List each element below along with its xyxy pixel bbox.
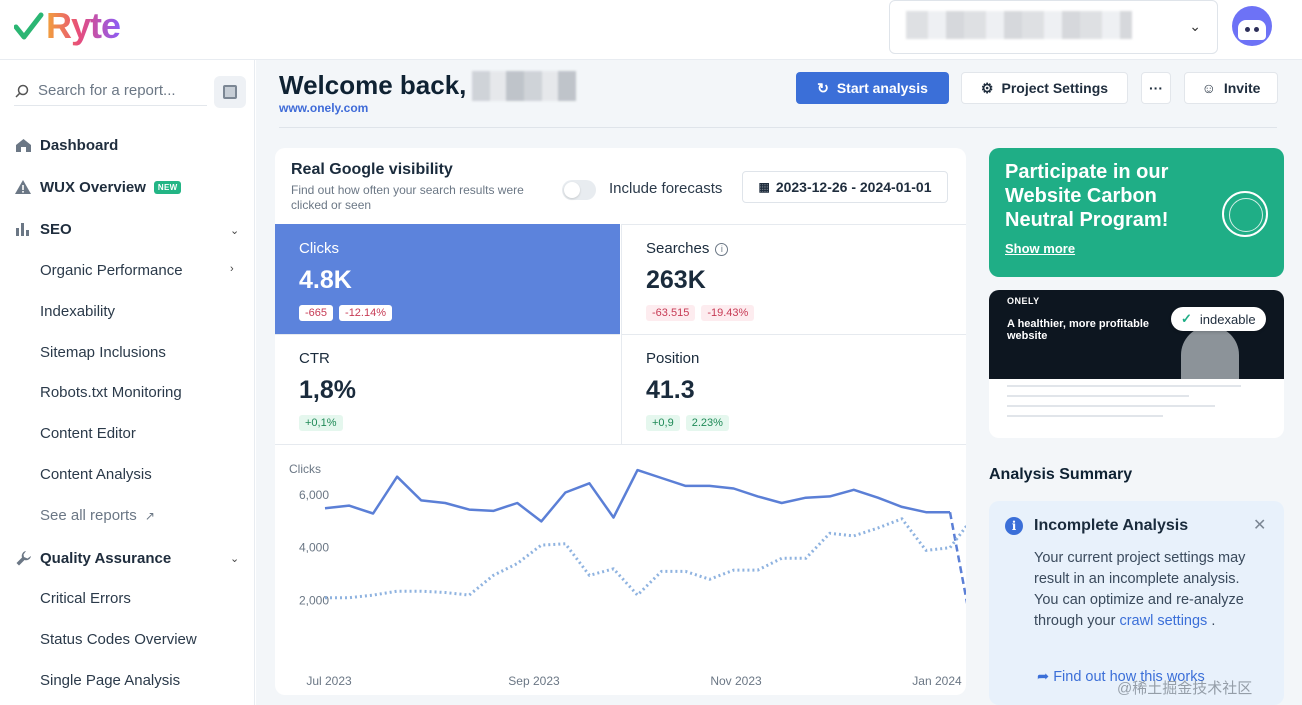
x-tick-label: Sep 2023: [508, 674, 560, 688]
watermark: @稀土掘金技术社区: [1117, 680, 1253, 697]
carbon-neutral-seal-icon: [1222, 191, 1268, 237]
clicks-line-chart: Clicks 6,000 4,000 2,000 Jul 2023 Sep 2023 Nov…: [289, 462, 966, 688]
x-tick-label: Jul 2023: [306, 674, 352, 688]
ryte-logo[interactable]: Ryte: [14, 5, 121, 46]
sidebar-item-quality-assurance[interactable]: Quality Assurance: [14, 549, 171, 567]
sidebar-item-single-page-analysis[interactable]: Single Page Analysis: [40, 672, 181, 689]
more-options-button[interactable]: ···: [1141, 72, 1171, 104]
info-icon: i: [715, 243, 729, 256]
series-line-solid: [324, 468, 950, 523]
logo-text: Ryte: [46, 5, 121, 46]
card-title: Real Google visibility: [291, 161, 453, 178]
chevron-down-icon[interactable]: ⌄: [230, 225, 240, 237]
show-more-link[interactable]: Show more: [1005, 241, 1076, 256]
y-axis-label: Clicks: [289, 462, 321, 476]
indexable-badge: ✓ indexable: [1171, 307, 1266, 331]
promo-title: Participate in our Website Carbon Neutra…: [1005, 161, 1169, 231]
user-name-redacted: [472, 70, 577, 101]
gear-icon: ⚙: [980, 79, 994, 96]
delta-badge: -63.515: [646, 305, 696, 321]
top-bar: Ryte ⌄: [0, 0, 1302, 60]
calendar-icon: ▦: [758, 180, 770, 194]
carbon-neutral-promo: Participate in our Website Carbon Neutra…: [989, 148, 1284, 277]
incomplete-analysis-alert: i Incomplete Analysis ✕ Your current pro…: [989, 501, 1284, 705]
user-avatar[interactable]: [1232, 6, 1272, 46]
delta-badge: +0,9: [646, 415, 680, 431]
wrench-icon: [14, 549, 32, 567]
date-range-picker[interactable]: ▦ 2023-12-26 - 2024-01-01: [742, 171, 948, 203]
project-name-redacted: [906, 11, 1132, 39]
sidebar-item-indexability[interactable]: Indexability: [40, 303, 116, 320]
delta-badge: +0,1%: [299, 415, 343, 431]
google-visibility-card: Real Google visibility Find out how ofte…: [275, 148, 966, 695]
sidebar-item-sitemap-inclusions[interactable]: Sitemap Inclusions: [40, 344, 166, 361]
delta-badge: -19.43%: [701, 305, 755, 321]
sidebar-item-wux-overview[interactable]: WUX Overview NEW: [14, 178, 182, 196]
forecast-toggle[interactable]: [562, 180, 596, 200]
home-icon: [14, 136, 32, 154]
x-tick-label: Nov 2023: [710, 674, 762, 688]
sidebar-item-content-editor[interactable]: Content Editor: [40, 425, 136, 442]
chevron-right-icon[interactable]: ›: [230, 263, 234, 275]
y-tick-label: 2,000: [299, 593, 329, 607]
arrow-icon: ➦: [1037, 669, 1050, 685]
series-line-dotted: [325, 517, 966, 600]
delta-badge: -12.14%: [339, 305, 393, 321]
x-tick-label: Jan 2024: [912, 674, 962, 688]
sidebar-item-organic-performance[interactable]: Organic Performance: [40, 262, 183, 279]
alert-text: Your current project settings may result…: [1034, 550, 1246, 629]
bar-chart-icon: [14, 220, 32, 238]
metric-clicks[interactable]: Clicks 4.8K -665 -12.14%: [275, 224, 620, 334]
delta-badge: -665: [299, 305, 334, 321]
search-icon: [15, 84, 29, 98]
page-title: Welcome back,: [279, 70, 577, 101]
crawl-settings-link[interactable]: crawl settings: [1119, 613, 1208, 629]
sidebar-item-see-all-reports[interactable]: See all reports ↗: [40, 507, 155, 524]
sidebar-item-status-codes[interactable]: Status Codes Overview: [40, 631, 197, 648]
card-subtitle: Find out how often your search results w…: [291, 183, 524, 212]
project-site-link[interactable]: www.onely.com: [279, 101, 369, 115]
metric-searches[interactable]: Searches i 263K -63.515 -19.43%: [621, 224, 966, 334]
thumb-headline: A healthier, more profitable website: [1007, 318, 1150, 342]
sidebar-item-critical-errors[interactable]: Critical Errors: [40, 590, 131, 607]
sidebar-item-dashboard[interactable]: Dashboard: [14, 136, 118, 154]
divider: [279, 127, 1277, 128]
invite-button[interactable]: ☺ Invite: [1184, 72, 1278, 104]
person-photo: [1181, 326, 1239, 379]
sidebar-item-content-analysis[interactable]: Content Analysis: [40, 466, 152, 483]
metric-ctr[interactable]: CTR 1,8% +0,1%: [275, 334, 620, 444]
alert-title: Incomplete Analysis: [1034, 517, 1189, 534]
find-out-link[interactable]: ➦ Find out how this works: [1037, 669, 1205, 685]
sidebar: Dashboard WUX Overview NEW SEO ⌄ Organic…: [0, 60, 255, 705]
add-user-icon: ☺: [1201, 80, 1216, 96]
more-icon: ···: [1149, 80, 1163, 96]
metric-position[interactable]: Position 41.3 +0,9 2.23%: [621, 334, 966, 444]
collapse-sidebar-button[interactable]: [214, 76, 246, 108]
report-search: [14, 76, 207, 106]
new-badge: NEW: [153, 180, 182, 194]
close-icon[interactable]: ✕: [1253, 517, 1267, 534]
info-icon: i: [1005, 517, 1023, 535]
project-settings-button[interactable]: ⚙ Project Settings: [961, 72, 1128, 104]
chevron-down-icon[interactable]: ⌄: [230, 553, 240, 565]
start-analysis-button[interactable]: ↻ Start analysis: [796, 72, 949, 104]
sidebar-item-seo[interactable]: SEO: [14, 220, 72, 238]
delta-badge: 2.23%: [685, 415, 729, 431]
sidebar-item-robots-monitoring[interactable]: Robots.txt Monitoring: [40, 384, 182, 401]
thumb-brand: ONELY: [1007, 296, 1040, 306]
external-link-icon: ↗: [144, 509, 155, 523]
main-content: Welcome back, www.onely.com ↻ Start anal…: [256, 60, 1302, 705]
refresh-icon: ↻: [817, 79, 829, 96]
y-tick-label: 6,000: [299, 488, 329, 502]
site-thumbnail[interactable]: ONELY A healthier, more profitable websi…: [989, 290, 1284, 438]
analysis-summary-title: Analysis Summary: [989, 466, 1133, 483]
check-icon: ✓: [1181, 311, 1192, 326]
forecast-label: Include forecasts: [609, 180, 723, 197]
project-selector[interactable]: ⌄: [889, 0, 1218, 54]
check-logo-icon: [14, 12, 44, 40]
y-tick-label: 4,000: [299, 541, 329, 555]
warning-icon: [14, 178, 32, 196]
chevron-down-icon: ⌄: [1189, 18, 1201, 34]
search-input[interactable]: [38, 82, 198, 99]
